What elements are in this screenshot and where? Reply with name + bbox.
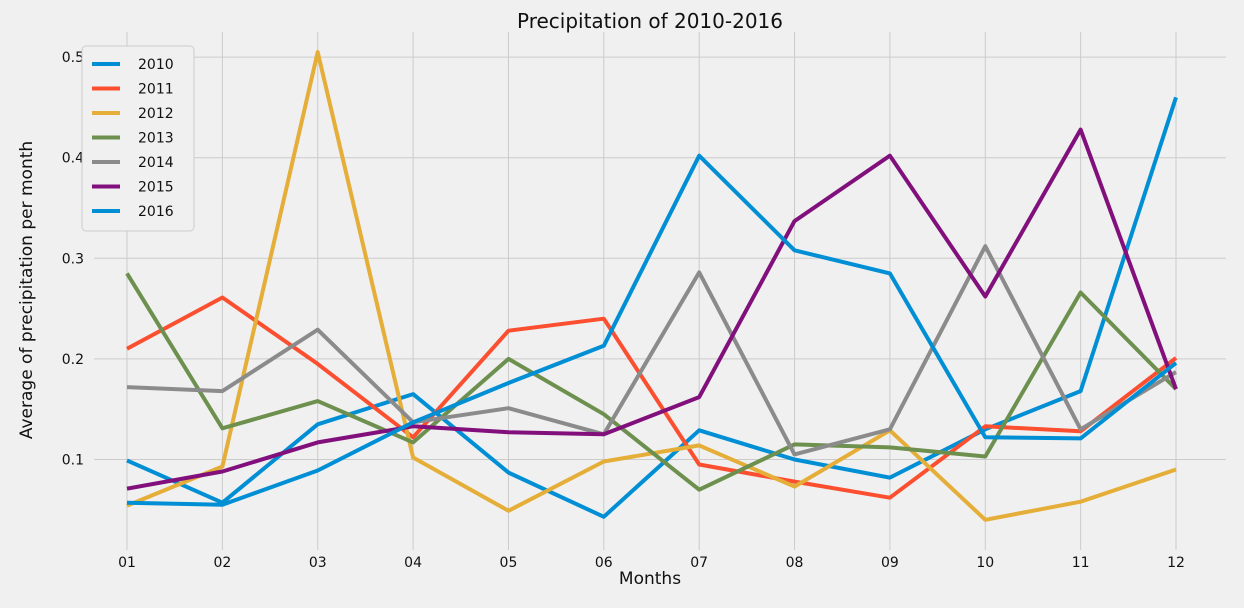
x-tick-label: 12 [1167,555,1185,571]
series-line-2013 [125,272,1178,492]
legend-label-2015: 2015 [138,180,174,196]
legend-label-2011: 2011 [138,82,174,98]
x-axis-title: Months [619,569,681,589]
series-lines [125,50,1178,522]
x-tick-label: 09 [881,555,899,571]
legend-label-2010: 2010 [138,57,174,73]
legend-label-2016: 2016 [138,204,174,220]
y-tick-label: 0.1 [62,452,84,468]
legend-label-2012: 2012 [138,106,174,122]
x-tick-label: 04 [404,555,422,571]
legend-label-2013: 2013 [138,131,174,147]
series-line-2015 [126,127,1178,491]
x-tick-labels: 01 02 03 04 05 06 07 08 09 10 11 12 [118,555,1185,571]
x-tick-label: 06 [595,555,613,571]
legend: 2010 2011 2012 2013 2014 2015 2016 [81,45,195,232]
x-tick-label: 11 [1072,555,1090,571]
y-axis-title: Average of precipitation per month [17,141,37,439]
y-tick-label: 0.5 [62,50,84,66]
y-tick-label: 0.2 [62,352,84,368]
chart-title: Precipitation of 2010-2016 [517,9,783,33]
series-line-2010 [126,96,1178,519]
x-tick-label: 05 [500,555,518,571]
series-line-2014 [126,244,1178,457]
y-tick-labels: 0.1 0.2 0.3 0.4 0.5 [62,50,84,468]
y-tick-label: 0.4 [62,151,84,167]
legend-label-2014: 2014 [138,155,174,171]
x-tick-label: 03 [309,555,327,571]
x-tick-label: 08 [786,555,804,571]
x-tick-label: 07 [690,555,708,571]
x-tick-label: 02 [213,555,231,571]
series-line-2016 [126,153,1178,507]
x-tick-label: 10 [976,555,994,571]
x-tick-label: 01 [118,555,136,571]
y-tick-label: 0.3 [62,251,84,267]
